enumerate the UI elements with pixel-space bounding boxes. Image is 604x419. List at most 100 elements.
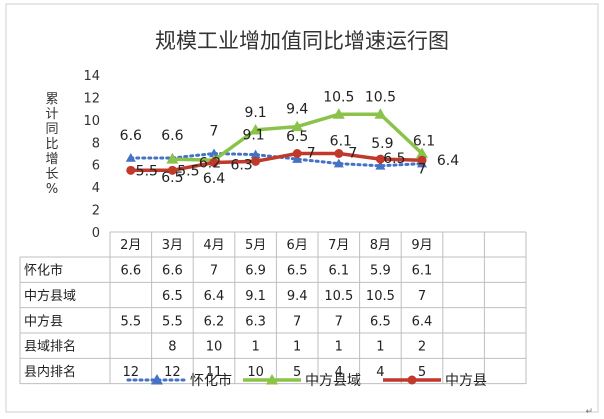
table-cell: 12 xyxy=(164,365,181,380)
table-cell: 5.9 xyxy=(370,264,391,279)
table-cell: 10 xyxy=(206,340,223,355)
y-tick-label: 14 xyxy=(83,69,100,84)
data-label: 7 xyxy=(307,146,316,162)
series-point xyxy=(250,149,261,159)
table-cell: 7 xyxy=(418,289,426,304)
category-label: 3月 xyxy=(162,238,183,253)
data-label: 10.5 xyxy=(323,89,354,105)
y-axis-label-char: 累 xyxy=(45,92,58,107)
table-cell: 6.5 xyxy=(162,289,183,304)
series-point xyxy=(125,152,136,162)
category-label: 5月 xyxy=(245,238,266,253)
table-row-label: 中方县域 xyxy=(24,288,76,304)
legend-marker xyxy=(407,375,417,385)
data-label: 7 xyxy=(348,146,357,162)
data-label: 7 xyxy=(210,124,219,140)
data-label: 6.5 xyxy=(286,129,308,145)
legend-label: 中方县 xyxy=(445,373,487,389)
data-label: 6.5 xyxy=(161,170,183,186)
data-label: 6.1 xyxy=(413,134,435,150)
series-point xyxy=(291,120,304,132)
legend-label: 中方县域 xyxy=(305,373,361,389)
table-cell: 6.5 xyxy=(287,264,308,279)
data-label: 5.5 xyxy=(177,163,199,179)
data-label: 6.4 xyxy=(203,171,225,187)
series-point xyxy=(167,165,177,175)
table-cell: 10.5 xyxy=(366,289,395,304)
table-cell: 7 xyxy=(293,314,301,329)
table-cell: 6.4 xyxy=(204,289,225,304)
y-tick-label: 8 xyxy=(92,136,100,151)
series-point xyxy=(416,147,428,158)
paragraph-mark: ↵ xyxy=(585,407,593,417)
table-cell: 4 xyxy=(335,365,343,380)
series-point xyxy=(251,156,261,166)
legend-marker xyxy=(151,374,163,385)
chart-title: 规模工业增加值同比增速运行图 xyxy=(155,29,449,53)
table-cell: 2 xyxy=(418,340,426,355)
y-tick-label: 4 xyxy=(92,181,100,196)
data-label: 5.5 xyxy=(136,163,158,179)
series-point xyxy=(375,160,386,170)
legend-marker xyxy=(266,374,278,385)
y-tick-label: 10 xyxy=(83,114,100,129)
category-label: 9月 xyxy=(411,238,432,253)
table-cell: 7 xyxy=(210,264,218,279)
table-row-label: 中方县 xyxy=(24,313,63,329)
y-tick-label: 0 xyxy=(92,226,100,241)
table-cell: 9.4 xyxy=(287,289,308,304)
table-cell: 6.2 xyxy=(204,314,225,329)
data-label: 9.1 xyxy=(242,128,264,144)
data-label: 6.4 xyxy=(437,153,459,169)
series-point xyxy=(292,149,302,158)
table-cell: 10.5 xyxy=(324,289,353,304)
series-point xyxy=(209,157,219,167)
table-cell: 6.1 xyxy=(328,264,349,279)
table-cell: 1 xyxy=(251,340,259,355)
category-label: 4月 xyxy=(203,238,224,253)
table-cell: 5 xyxy=(418,365,426,380)
series-point xyxy=(126,165,136,175)
series-point xyxy=(332,108,345,119)
category-label: 6月 xyxy=(287,238,308,253)
y-axis-label-char: 同 xyxy=(45,122,58,137)
table-cell: 10 xyxy=(247,365,264,380)
table-cell: 6.4 xyxy=(412,314,433,329)
y-tick-label: 2 xyxy=(92,204,100,219)
data-label: 6.2 xyxy=(199,155,221,171)
data-label: 10.5 xyxy=(365,89,396,105)
y-axis-label-char: 长 xyxy=(45,167,58,182)
series-point xyxy=(333,158,344,168)
y-axis-label-char: % xyxy=(46,182,58,197)
data-label: 6.3 xyxy=(230,157,252,173)
series-point xyxy=(209,148,219,158)
series-point xyxy=(417,155,427,165)
legend: 怀化市 中方县域 中方县 xyxy=(126,372,487,389)
series-point xyxy=(375,154,385,164)
y-axis-label-char: 增 xyxy=(45,152,58,167)
data-label: 6.6 xyxy=(161,128,183,144)
data-label: 6.5 xyxy=(383,151,405,167)
table-row-label: 县内排名 xyxy=(24,364,76,380)
data-label-layer: 6.6 6.6 7 9.1 6.5 6.1 5.9 6.1 6.5 6.4 9.1 9.4 10.5 10… xyxy=(120,89,460,187)
series-point xyxy=(249,123,262,135)
y-axis-label-char: 比 xyxy=(45,137,58,152)
series-point xyxy=(292,154,303,163)
data-label: 9.1 xyxy=(244,105,266,121)
category-label: 7月 xyxy=(328,238,349,253)
series-layer xyxy=(125,108,428,175)
series-point xyxy=(374,108,387,119)
category-label: 8月 xyxy=(370,238,391,253)
table-cell: 6.1 xyxy=(412,264,433,279)
y-tick-label: 6 xyxy=(92,159,100,174)
table-cell: 1 xyxy=(376,340,384,355)
legend-label: 怀化市 xyxy=(190,372,232,389)
table-cell: 11 xyxy=(206,365,223,380)
y-axis-label-char: 计 xyxy=(45,107,58,122)
series-line xyxy=(130,151,423,173)
table-cell: 5.5 xyxy=(162,314,183,329)
y-axis: 0 2 4 6 8 10 12 14 xyxy=(83,69,100,241)
